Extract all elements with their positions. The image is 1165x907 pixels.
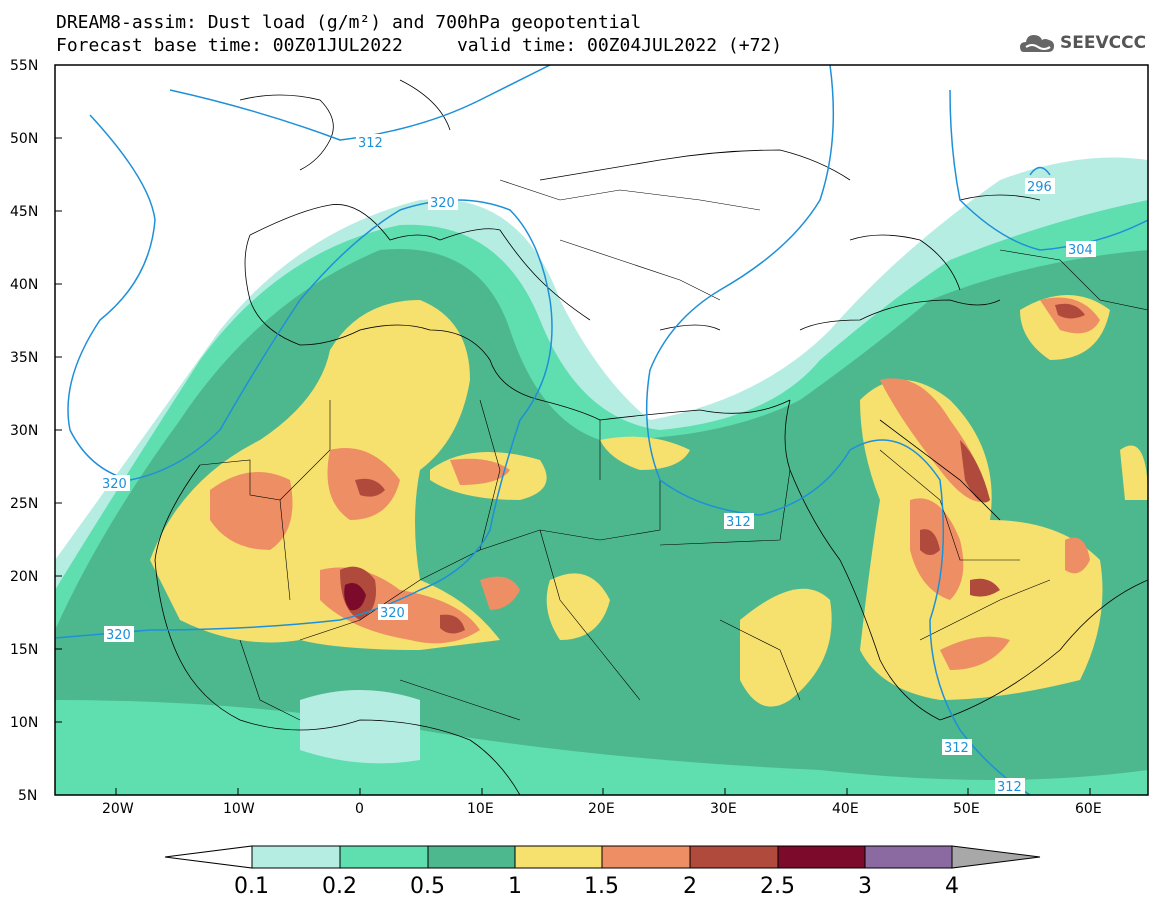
longitude-axis: 20W 10W 0 10E 20E 30E 40E 50E 60E: [102, 801, 1102, 817]
lat-label: 10N: [10, 715, 38, 731]
colorbar-high-arrow: [951, 845, 1041, 869]
colorbar-label: 3: [858, 874, 872, 899]
lon-label: 10E: [467, 801, 494, 817]
colorbar-segment: [427, 845, 516, 869]
cloud-logo-icon: [1020, 35, 1054, 52]
contour-label-group: 312 320 296 304 320 320 320 312 312 312: [100, 134, 1096, 795]
colorbar-label: 1.5: [584, 874, 619, 899]
colorbar-label: 2: [683, 874, 697, 899]
lat-label: 15N: [10, 642, 38, 658]
geopotential-contours: [55, 65, 1148, 795]
lat-label: 20N: [10, 569, 38, 585]
logo-text: SEEVCCC: [1060, 33, 1147, 53]
lat-label: 5N: [18, 788, 37, 804]
contour-label: 296: [1027, 180, 1052, 195]
map-title-line1: DREAM8-assim: Dust load (g/m²) and 700hP…: [56, 12, 642, 33]
colorbar-low-arrow: [164, 845, 253, 869]
contour-label: 304: [1068, 243, 1093, 258]
lon-label: 40E: [832, 801, 859, 817]
lon-label: 30E: [710, 801, 737, 817]
contour-label: 320: [430, 196, 455, 211]
lon-label: 10W: [223, 801, 255, 817]
colorbar-segment: [601, 845, 691, 869]
contour-label: 312: [726, 515, 751, 530]
dust-field: [55, 65, 1148, 795]
coastlines: [154, 79, 1148, 795]
lon-label: 50E: [953, 801, 980, 817]
colorbar-segment: [689, 845, 779, 869]
colorbar-label: 0.5: [410, 874, 445, 899]
colorbar-segment: [339, 845, 429, 869]
lat-label: 55N: [10, 58, 38, 74]
lat-label: 30N: [10, 423, 38, 439]
colorbar-label: 0.1: [234, 874, 269, 899]
country-borders: [199, 179, 1148, 721]
lon-label: 20W: [102, 801, 134, 817]
colorbar-segment: [777, 845, 866, 869]
dust-band-2.5: [344, 582, 366, 611]
lon-label: 0: [355, 801, 364, 817]
lat-label: 45N: [10, 204, 38, 220]
contour-label: 320: [102, 477, 127, 492]
contour-label: 320: [380, 606, 405, 621]
colorbar-label: 0.2: [322, 874, 357, 899]
lat-label: 40N: [10, 277, 38, 293]
contour-label: 312: [944, 741, 969, 756]
contour-label: 312: [358, 136, 383, 151]
contour-label: 312: [997, 780, 1022, 795]
colorbar-segment: [864, 845, 953, 869]
latitude-axis: 55N 50N 45N 40N 35N 30N 25N 20N 15N 10N …: [10, 58, 38, 804]
colorbar: 0.1 0.2 0.5 1 1.5 2 2.5 3 4: [164, 845, 1041, 899]
lat-label: 35N: [10, 350, 38, 366]
lat-label: 50N: [10, 131, 38, 147]
lat-label: 25N: [10, 496, 38, 512]
lon-label: 60E: [1075, 801, 1102, 817]
colorbar-label: 1: [508, 874, 522, 899]
lon-label: 20E: [588, 801, 615, 817]
colorbar-segment: [251, 845, 341, 869]
colorbar-label: 4: [945, 874, 959, 899]
contour-label: 320: [106, 628, 131, 643]
colorbar-label: 2.5: [760, 874, 795, 899]
colorbar-segment: [514, 845, 603, 869]
map-title-line2: Forecast base time: 00Z01JUL2022 valid t…: [56, 35, 783, 56]
